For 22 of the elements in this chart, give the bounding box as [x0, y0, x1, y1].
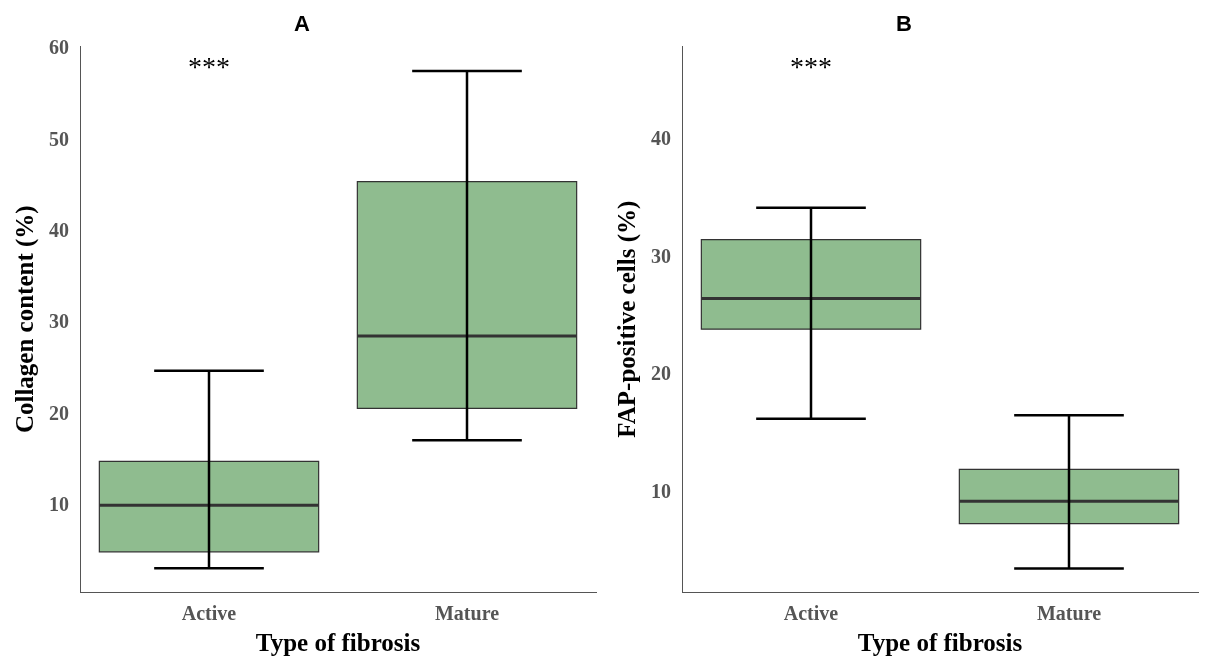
- x-axis-title: Type of fibrosis: [857, 629, 1023, 657]
- y-tick-label: 10: [651, 480, 671, 503]
- y-tick-label: 30: [651, 244, 671, 267]
- x-tick-label: Active: [181, 602, 237, 625]
- y-tick-label: 10: [49, 493, 69, 516]
- y-tick-label: 60: [49, 36, 69, 59]
- y-tick-label: 50: [49, 127, 69, 150]
- y-tick-label: 40: [49, 219, 69, 242]
- x-tick-label: Mature: [434, 602, 500, 625]
- annotation: ***: [790, 50, 832, 82]
- y-axis-title: Collagen content (%): [11, 205, 40, 434]
- x-tick-label: Mature: [1036, 602, 1102, 625]
- chart-title: A: [294, 11, 311, 37]
- x-tick-label: Active: [783, 602, 839, 625]
- annotation: ***: [188, 50, 230, 82]
- y-tick-label: 20: [49, 401, 69, 424]
- y-tick-label: 20: [651, 362, 671, 385]
- y-tick-label: 30: [49, 310, 69, 333]
- y-axis-title: FAP-positive cells (%): [613, 200, 642, 438]
- chart-title: B: [896, 11, 912, 37]
- x-axis-title: Type of fibrosis: [255, 629, 421, 657]
- y-tick-label: 40: [651, 126, 671, 149]
